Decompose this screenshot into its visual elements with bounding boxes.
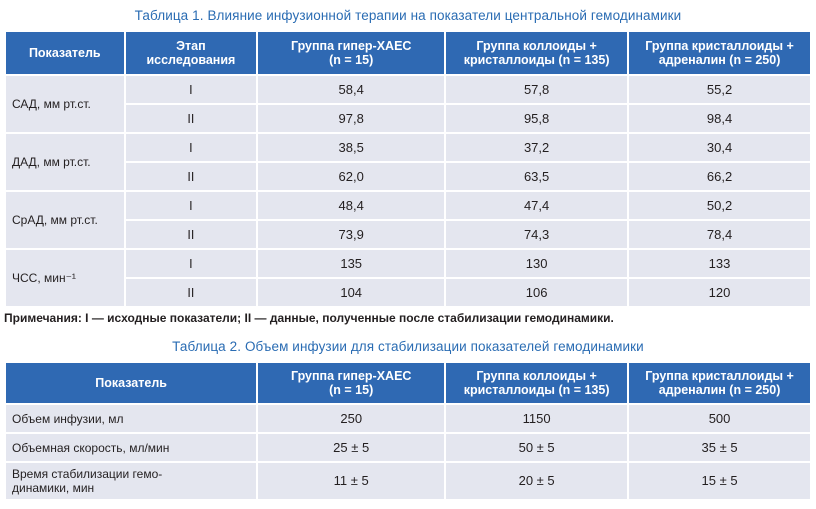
table1-caption: Таблица 1. Влияние инфузионной терапии н… [134,8,682,23]
table1-header-stage: Этап исследования [125,32,257,74]
table-row: II 62,0 63,5 66,2 [6,163,810,190]
table2-header-indicator: Показатель [6,363,257,403]
value-cell: 38,5 [258,134,445,161]
stage-cell: II [125,279,257,306]
stage-cell: I [125,134,257,161]
stage-cell: I [125,250,257,277]
table-row: СрАД, мм рт.ст. I 48,4 47,4 50,2 [6,192,810,248]
table2-header-group3: Группа кристаллоиды + адреналин (n = 250… [629,363,810,403]
table1-header-group3: Группа кристаллоиды + адреналин (n = 250… [629,32,810,74]
table-row: ЧСС, мин⁻¹ I 135 130 133 [6,250,810,306]
value-cell: 73,9 [258,221,445,248]
value-cell: 50,2 [629,192,810,219]
value-cell: 78,4 [629,221,810,248]
value-cell: 130 [446,250,628,277]
value-cell: 20 ± 5 [446,463,628,499]
table-row: Объем инфузии, мл 250 1150 500 [6,405,810,432]
value-cell: 1150 [446,405,628,432]
table-row: II 104 106 120 [6,279,810,306]
value-cell: 11 ± 5 [258,463,445,499]
indicator-cell: Объемная скорость, мл/мин [6,434,257,461]
indicator-cell: ДАД, мм рт.ст. [6,134,124,190]
value-cell: 74,3 [446,221,628,248]
table-row: ДАД, мм рт.ст. I 38,5 37,2 30,4 [6,134,810,190]
value-cell: 250 [258,405,445,432]
value-cell: 97,8 [258,105,445,132]
value-cell: 98,4 [629,105,810,132]
value-cell: 500 [629,405,810,432]
value-cell: 106 [446,279,628,306]
indicator-cell: Время стабилизации гемо- динамики, мин [6,463,257,499]
stage-cell: II [125,163,257,190]
table2-header-group1: Группа гипер-ХАЕС (n = 15) [258,363,445,403]
stage-cell: II [125,221,257,248]
value-cell: 55,2 [629,76,810,103]
value-cell: 50 ± 5 [446,434,628,461]
table1-header-group1: Группа гипер-ХАЕС (n = 15) [258,32,445,74]
table2-caption: Таблица 2. Объем инфузии для стабилизаци… [172,339,644,354]
value-cell: 95,8 [446,105,628,132]
indicator-cell: Объем инфузии, мл [6,405,257,432]
indicator-cell: САД, мм рт.ст. [6,76,124,132]
table2-header-row: Показатель Группа гипер-ХАЕС (n = 15) Гр… [6,363,810,403]
stage-cell: I [125,192,257,219]
value-cell: 30,4 [629,134,810,161]
value-cell: 35 ± 5 [629,434,810,461]
value-cell: 25 ± 5 [258,434,445,461]
indicator-cell: ЧСС, мин⁻¹ [6,250,124,306]
value-cell: 48,4 [258,192,445,219]
table1-header-indicator: Показатель [6,32,124,74]
table1: Показатель Этап исследования Группа гипе… [4,30,812,308]
value-cell: 37,2 [446,134,628,161]
table-row: Объемная скорость, мл/мин 25 ± 5 50 ± 5 … [6,434,810,461]
value-cell: 58,4 [258,76,445,103]
table1-note: Примечания: I — исходные показатели; II … [4,311,614,325]
table1-header-row: Показатель Этап исследования Группа гипе… [6,32,810,74]
value-cell: 133 [629,250,810,277]
table-row: II 97,8 95,8 98,4 [6,105,810,132]
table2: Показатель Группа гипер-ХАЕС (n = 15) Гр… [4,361,812,501]
table1-header-group2: Группа коллоиды + кристаллоиды (n = 135) [446,32,628,74]
value-cell: 135 [258,250,445,277]
table-row: САД, мм рт.ст. I 58,4 57,8 55,2 [6,76,810,132]
table-row: II 73,9 74,3 78,4 [6,221,810,248]
value-cell: 62,0 [258,163,445,190]
value-cell: 57,8 [446,76,628,103]
value-cell: 15 ± 5 [629,463,810,499]
value-cell: 120 [629,279,810,306]
table2-header-group2: Группа коллоиды + кристаллоиды (n = 135) [446,363,628,403]
stage-cell: I [125,76,257,103]
value-cell: 104 [258,279,445,306]
table-row: Время стабилизации гемо- динамики, мин 1… [6,463,810,499]
stage-cell: II [125,105,257,132]
value-cell: 47,4 [446,192,628,219]
indicator-cell: СрАД, мм рт.ст. [6,192,124,248]
value-cell: 63,5 [446,163,628,190]
value-cell: 66,2 [629,163,810,190]
